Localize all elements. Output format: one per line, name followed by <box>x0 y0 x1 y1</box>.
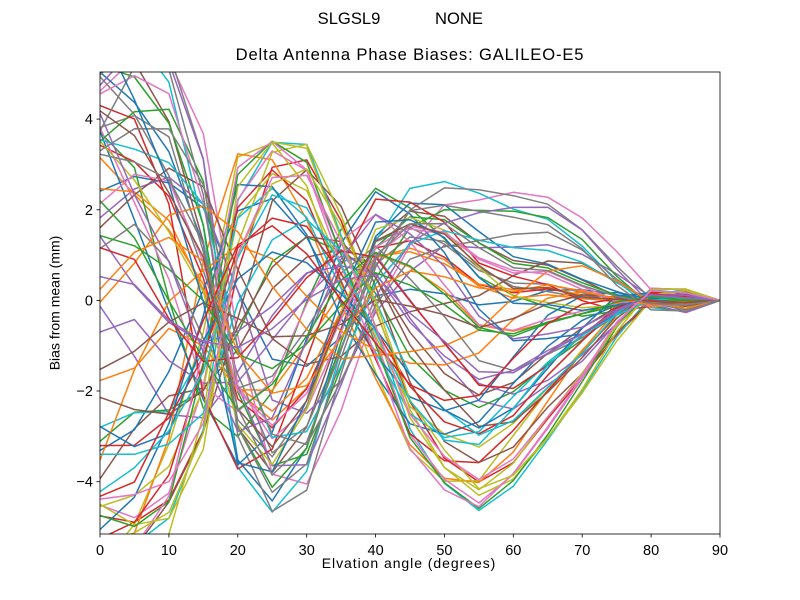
svg-text:NONE: NONE <box>435 9 483 28</box>
svg-text:10: 10 <box>161 543 177 559</box>
svg-text:80: 80 <box>643 543 659 559</box>
svg-text:90: 90 <box>712 543 728 559</box>
svg-text:−2: −2 <box>76 384 93 400</box>
svg-text:SLGSL9: SLGSL9 <box>318 9 381 28</box>
svg-text:2: 2 <box>85 203 93 219</box>
svg-text:Elvation angle (degrees): Elvation angle (degrees) <box>322 555 497 571</box>
svg-text:0: 0 <box>85 293 93 309</box>
svg-text:0: 0 <box>96 543 104 559</box>
svg-text:70: 70 <box>574 543 590 559</box>
svg-text:60: 60 <box>505 543 521 559</box>
svg-text:4: 4 <box>85 112 93 128</box>
svg-text:50: 50 <box>436 543 452 559</box>
svg-text:Delta Antenna Phase Biases: GA: Delta Antenna Phase Biases: GALILEO-E5 <box>236 45 585 64</box>
svg-text:Bias from mean (mm): Bias from mean (mm) <box>47 236 63 371</box>
svg-text:20: 20 <box>230 543 246 559</box>
svg-text:−4: −4 <box>76 475 93 491</box>
svg-text:30: 30 <box>299 543 315 559</box>
svg-text:40: 40 <box>368 543 384 559</box>
